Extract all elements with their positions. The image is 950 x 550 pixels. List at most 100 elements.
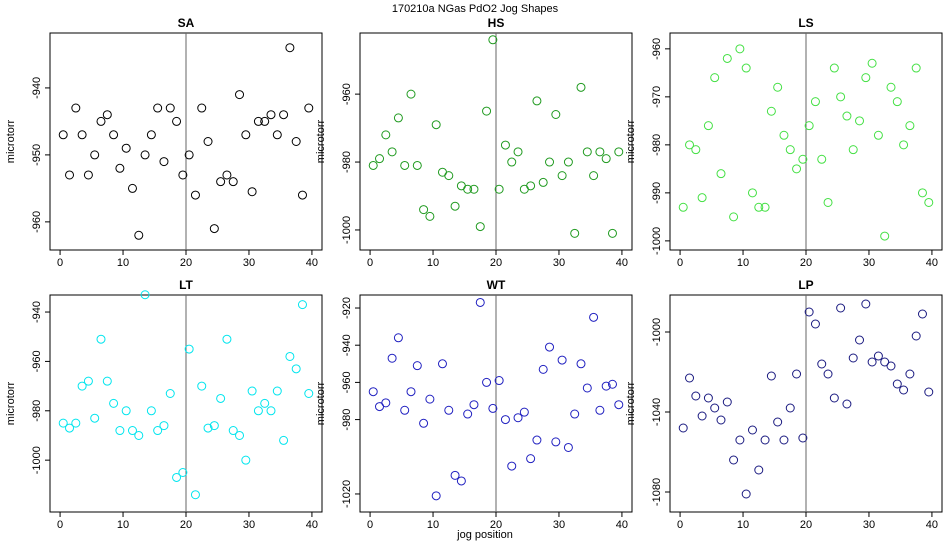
point [760,202,770,212]
point [247,187,257,197]
point [165,389,175,399]
x-tick-label: 40 [616,257,628,269]
point [165,103,175,113]
point [798,154,808,164]
point [266,110,276,120]
point [469,400,479,410]
point [102,376,112,386]
point [216,177,226,187]
point [463,184,473,194]
point [450,201,460,211]
point [855,335,865,345]
y-axis-label: microtorr [5,381,17,425]
point [203,423,213,433]
point [729,212,739,222]
point [741,489,751,499]
point [241,130,251,140]
point [892,379,902,389]
point [685,140,695,150]
point [880,231,890,241]
point [247,386,257,396]
point [899,385,909,395]
point [279,110,289,120]
point [241,455,251,465]
point [917,188,927,198]
point [905,121,915,131]
point [576,82,586,92]
point [228,177,238,187]
point [538,364,548,374]
point [817,359,827,369]
point [475,222,485,232]
point [412,160,422,170]
point [71,103,81,113]
point [754,202,764,212]
point [121,143,131,153]
y-tick-label: -920 [341,297,353,319]
point [804,307,814,317]
point [197,103,207,113]
point [842,399,852,409]
point [563,442,573,452]
point [810,319,820,329]
point [880,357,890,367]
point [58,130,68,140]
point [836,92,846,102]
point [785,403,795,413]
y-tick-label: -960 [31,211,43,233]
point [697,193,707,203]
point [545,157,555,167]
point [729,455,739,465]
y-tick-label: -980 [341,409,353,431]
page-title: 170210a NGas PdO2 Jog Shapes [392,3,559,15]
point [77,130,87,140]
point [607,379,617,389]
point [710,403,720,413]
point [917,309,927,319]
point [96,334,106,344]
point [557,355,567,365]
point [747,425,757,435]
point [798,433,808,443]
point [172,116,182,126]
point [291,137,301,146]
point [209,224,219,234]
y-tick-label: -980 [651,134,663,156]
panel-title: WT [487,278,506,292]
panel-title: LS [798,16,813,30]
point [109,130,119,140]
point [253,406,263,416]
point [425,211,435,221]
point [538,177,548,187]
point [545,342,555,352]
y-tick-label: -1000 [651,318,663,346]
point [425,394,435,404]
x-tick-label: 40 [926,519,938,531]
point [235,430,245,440]
point [507,157,517,167]
point [500,415,510,425]
point [601,381,611,391]
point [532,96,542,106]
point [595,405,605,415]
point [444,405,454,415]
point [722,397,732,407]
point [924,197,934,207]
point [184,344,194,354]
panel-title: LP [798,278,813,292]
y-tick-label: -1040 [651,398,663,426]
point [96,116,106,126]
x-tick-label: 10 [427,257,439,269]
y-tick-label: -1020 [341,480,353,508]
point [58,418,68,428]
y-tick-label: -960 [341,371,353,393]
x-tick-label: 10 [737,257,749,269]
point [823,197,833,207]
point [297,300,307,310]
point [222,334,232,344]
point [848,353,858,363]
point [792,369,802,379]
point [905,369,915,379]
x-tick-label: 40 [616,519,628,531]
